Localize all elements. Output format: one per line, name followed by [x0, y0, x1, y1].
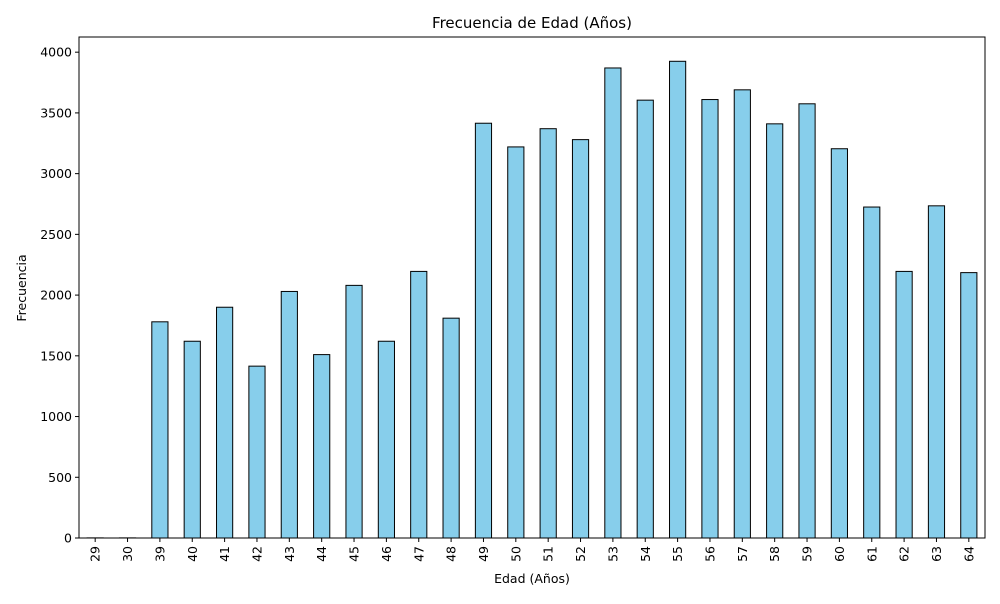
bar-58 [767, 124, 783, 538]
y-tick-label: 3500 [40, 105, 72, 120]
y-axis: 0 500 1000 1500 2000 2500 3000 3500 4000 [40, 45, 79, 546]
y-tick-label: 1500 [40, 348, 72, 363]
x-tick-label: 43 [282, 546, 297, 562]
x-tick-label: 58 [767, 546, 782, 562]
x-tick-label: 46 [379, 546, 394, 562]
bar-48 [443, 318, 459, 538]
y-axis-label: Frecuencia [14, 254, 29, 321]
x-tick-label: 44 [314, 546, 329, 562]
x-tick-label: 30 [120, 546, 135, 562]
x-tick-label: 41 [217, 546, 232, 562]
x-axis-label: Edad (Años) [494, 571, 570, 586]
bar-44 [314, 355, 330, 538]
bar-51 [540, 129, 556, 538]
bar-50 [508, 147, 524, 538]
bar-47 [411, 271, 427, 538]
bar-39 [152, 322, 168, 538]
y-tick-label: 4000 [40, 45, 72, 60]
plot-frame [79, 37, 985, 538]
x-axis: 29 30 39 40 41 42 43 44 45 46 47 48 49 50 51 52 53 54 55 56… [88, 538, 977, 562]
x-tick-label: 51 [541, 546, 556, 562]
bar-52 [572, 140, 588, 538]
bar-43 [281, 291, 297, 538]
bar-55 [670, 61, 686, 538]
x-tick-label: 55 [670, 546, 685, 562]
x-tick-label: 56 [702, 546, 717, 562]
x-tick-label: 40 [185, 546, 200, 562]
y-tick-label: 0 [64, 531, 72, 546]
x-tick-label: 39 [152, 546, 167, 562]
x-tick-label: 57 [735, 546, 750, 562]
x-tick-label: 48 [444, 546, 459, 562]
x-tick-label: 42 [249, 546, 264, 562]
x-tick-label: 49 [476, 546, 491, 562]
bar-54 [637, 100, 653, 538]
y-tick-label: 2500 [40, 227, 72, 242]
bar-40 [184, 341, 200, 538]
bar-59 [799, 104, 815, 538]
bar-53 [605, 68, 621, 538]
bar-42 [249, 366, 265, 538]
bar-49 [475, 123, 491, 538]
x-tick-label: 61 [864, 546, 879, 562]
x-tick-label: 45 [347, 546, 362, 562]
bars [87, 61, 977, 538]
y-tick-label: 1000 [40, 409, 72, 424]
x-tick-label: 47 [411, 546, 426, 562]
y-tick-label: 3000 [40, 166, 72, 181]
x-tick-label: 64 [961, 546, 976, 562]
bar-56 [702, 100, 718, 538]
bar-61 [864, 207, 880, 538]
bar-57 [734, 90, 750, 538]
x-tick-label: 53 [605, 546, 620, 562]
y-tick-label: 500 [48, 470, 72, 485]
x-tick-label: 54 [638, 546, 653, 562]
x-tick-label: 52 [573, 546, 588, 562]
bar-46 [378, 341, 394, 538]
chart-title: Frecuencia de Edad (Años) [432, 14, 632, 32]
x-tick-label: 50 [508, 546, 523, 562]
y-tick-label: 2000 [40, 288, 72, 303]
x-tick-label: 62 [897, 546, 912, 562]
bar-64 [961, 273, 977, 538]
x-tick-label: 29 [88, 546, 103, 562]
bar-63 [928, 206, 944, 538]
bar-41 [217, 307, 233, 538]
x-tick-label: 63 [929, 546, 944, 562]
x-tick-label: 59 [800, 546, 815, 562]
bar-62 [896, 271, 912, 538]
bar-60 [831, 149, 847, 538]
bar-45 [346, 285, 362, 538]
x-tick-label: 60 [832, 546, 847, 562]
